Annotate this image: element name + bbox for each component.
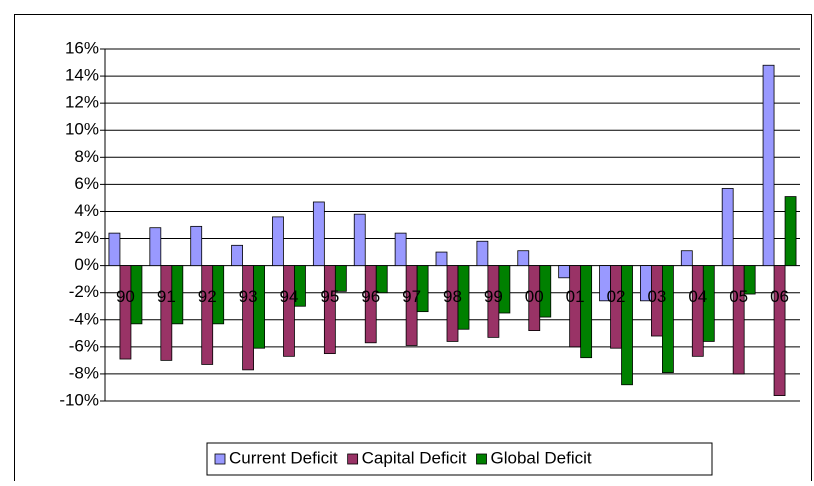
bar	[610, 265, 622, 349]
y-tick-label: 16%	[65, 38, 99, 57]
legend: Current Deficit Capital Deficit Global Def…	[206, 442, 713, 476]
bar	[119, 265, 132, 360]
legend-label: Global Deficit	[491, 448, 592, 467]
bar	[416, 265, 429, 313]
bar	[201, 265, 214, 365]
x-tick-label: 01	[566, 287, 585, 306]
x-tick-label: 95	[320, 287, 339, 306]
bar	[294, 265, 306, 307]
bar	[242, 265, 254, 371]
y-tick-label: -6%	[69, 336, 99, 355]
bar	[130, 265, 143, 325]
bar	[762, 64, 775, 267]
bar	[580, 265, 593, 359]
y-tick-label: 10%	[65, 120, 99, 139]
bar	[272, 216, 284, 267]
bar	[323, 265, 336, 355]
legend-label: Capital Deficit	[362, 448, 467, 467]
x-tick-label: 91	[157, 287, 176, 306]
bar	[375, 265, 388, 294]
x-tick-label: 04	[688, 287, 707, 306]
bar	[312, 201, 325, 267]
bar	[160, 265, 173, 361]
bar	[435, 251, 448, 267]
y-tick-label: -2%	[69, 282, 99, 301]
bar	[364, 265, 377, 344]
bar	[732, 265, 745, 375]
x-tick-label: 02	[607, 287, 626, 306]
x-tick-label: 98	[443, 287, 462, 306]
bar	[621, 265, 633, 386]
x-tick-label: 93	[239, 287, 258, 306]
x-tick-label: 96	[361, 287, 380, 306]
x-tick-label: 03	[647, 287, 666, 306]
bar	[171, 265, 184, 325]
legend-label: Current Deficit	[229, 448, 338, 467]
bar	[784, 196, 797, 267]
bar	[498, 265, 511, 314]
bar	[253, 265, 265, 349]
y-tick-label: -4%	[69, 309, 99, 328]
bar	[517, 250, 530, 267]
legend-swatch	[347, 453, 359, 465]
x-tick-label: 90	[116, 287, 135, 306]
bar	[283, 265, 295, 357]
y-tick-label: -8%	[69, 363, 99, 382]
y-tick-label: 4%	[74, 201, 99, 220]
bar	[108, 232, 121, 267]
bar	[353, 213, 366, 267]
y-tick-label: -10%	[59, 390, 99, 409]
bar	[212, 265, 225, 325]
chart-border	[14, 14, 812, 486]
y-tick-label: 8%	[74, 147, 99, 166]
bar	[190, 225, 203, 267]
x-tick-label: 99	[484, 287, 503, 306]
bar	[558, 265, 571, 279]
bar	[334, 265, 347, 292]
bar	[702, 265, 715, 342]
x-tick-label: 05	[729, 287, 748, 306]
bar	[691, 265, 704, 357]
x-tick-label: 94	[280, 287, 299, 306]
legend-swatch	[476, 453, 487, 465]
bar	[539, 265, 552, 318]
y-tick-label: 2%	[74, 228, 99, 247]
legend-swatch	[214, 453, 226, 465]
x-tick-label: 92	[198, 287, 217, 306]
y-tick-label: 0%	[74, 255, 99, 274]
bar	[662, 265, 674, 373]
bar	[569, 265, 582, 348]
x-tick-label: 97	[402, 287, 421, 306]
bar	[231, 244, 243, 267]
y-tick-label: 14%	[65, 66, 99, 85]
x-tick-label: 00	[525, 287, 544, 306]
bar	[149, 227, 162, 267]
bar	[476, 240, 489, 267]
bar	[457, 265, 470, 330]
bar	[721, 188, 734, 267]
legend-box	[206, 442, 713, 476]
x-tick-label: 06	[770, 287, 789, 306]
bar	[743, 265, 756, 295]
bar	[773, 265, 786, 396]
y-tick-label: 12%	[65, 93, 99, 112]
bar	[680, 250, 693, 267]
bar	[394, 232, 407, 267]
y-tick-label: 6%	[74, 174, 99, 193]
